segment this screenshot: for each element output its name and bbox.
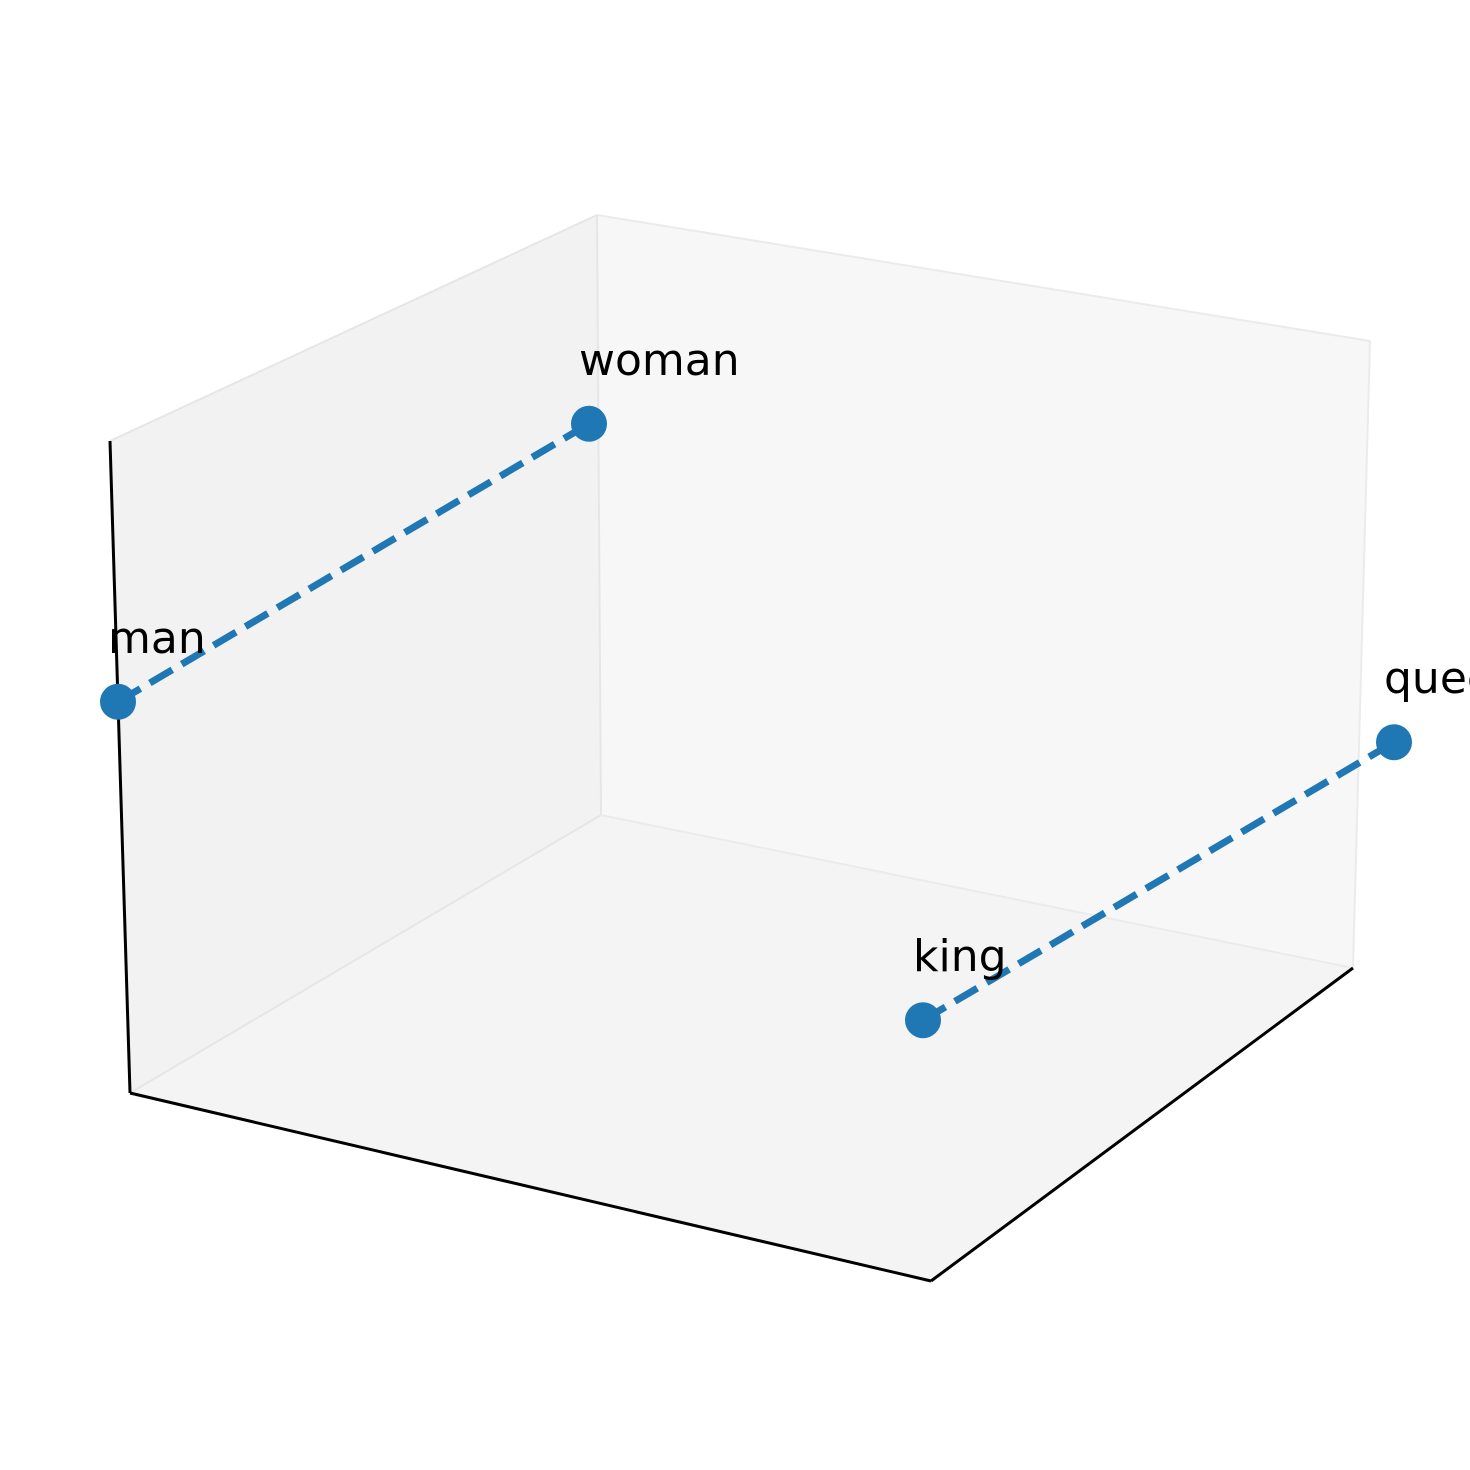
point-woman [571, 406, 607, 442]
point-label-woman: woman [579, 335, 740, 386]
point-label-king: king [913, 931, 1007, 982]
point-queen [1376, 724, 1412, 760]
point-label-man: man [108, 613, 206, 664]
point-man [100, 684, 136, 720]
point-king [905, 1002, 941, 1038]
point-label-queen: queen [1384, 653, 1470, 704]
